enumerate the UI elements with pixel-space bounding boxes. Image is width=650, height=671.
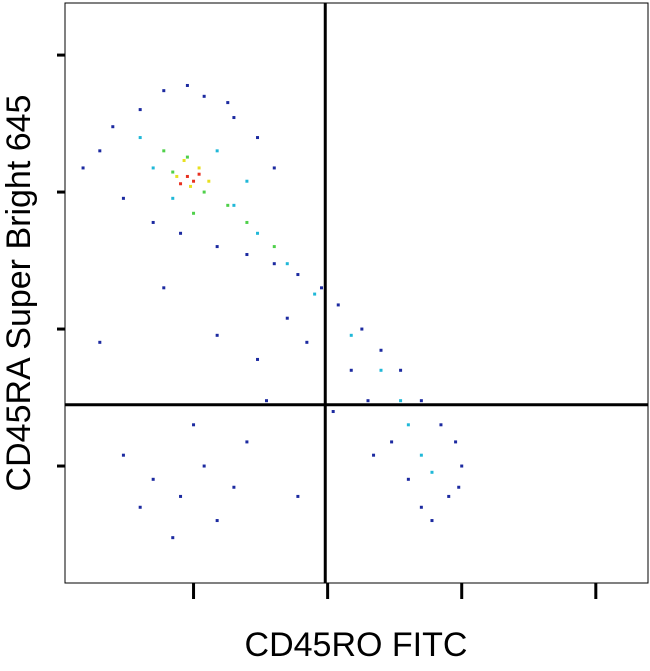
point	[192, 423, 196, 427]
point	[399, 368, 403, 372]
point	[349, 368, 353, 372]
point	[226, 203, 230, 207]
point	[185, 83, 189, 87]
point	[192, 211, 196, 215]
point	[138, 136, 142, 140]
point	[366, 399, 370, 403]
point	[151, 220, 155, 224]
point	[185, 155, 189, 159]
point	[185, 174, 189, 178]
point	[171, 170, 175, 174]
x-axis-title: CD45RO FITC	[245, 626, 468, 664]
point	[331, 410, 335, 414]
point	[179, 231, 183, 235]
point	[171, 196, 175, 200]
point	[399, 399, 403, 403]
point	[215, 519, 219, 523]
point	[179, 494, 183, 498]
point	[245, 253, 249, 257]
point	[454, 440, 458, 444]
point	[447, 494, 451, 498]
point	[336, 303, 340, 307]
point	[245, 440, 249, 444]
point	[162, 89, 166, 93]
point	[439, 423, 443, 427]
point	[98, 149, 102, 153]
point	[207, 179, 211, 183]
point	[379, 348, 383, 352]
plot-frame	[64, 2, 649, 584]
point	[98, 340, 102, 344]
point	[232, 485, 236, 489]
point	[313, 292, 317, 296]
point	[215, 149, 219, 153]
point	[121, 453, 125, 457]
point	[232, 116, 236, 120]
y-axis-title: CD45RA Super Bright 645	[0, 95, 38, 492]
point	[189, 184, 193, 188]
point	[296, 494, 300, 498]
point	[81, 166, 85, 170]
point	[226, 101, 230, 105]
point	[419, 399, 423, 403]
point	[272, 166, 276, 170]
point	[202, 190, 206, 194]
point	[460, 464, 464, 468]
point	[121, 196, 125, 200]
point	[379, 368, 383, 372]
point	[182, 158, 186, 162]
point	[349, 333, 353, 337]
point	[175, 174, 179, 178]
point	[430, 519, 434, 523]
point	[245, 220, 249, 224]
point	[171, 536, 175, 540]
point	[285, 262, 289, 266]
point	[162, 286, 166, 290]
point	[272, 262, 276, 266]
point	[390, 440, 394, 444]
point	[197, 166, 201, 170]
point	[202, 464, 206, 468]
point	[215, 245, 219, 249]
point	[232, 203, 236, 207]
point	[457, 485, 461, 489]
point	[430, 470, 434, 474]
point	[162, 149, 166, 153]
point	[197, 172, 201, 176]
point	[372, 453, 376, 457]
point	[256, 136, 260, 140]
point	[285, 316, 289, 320]
point	[256, 231, 260, 235]
point	[319, 286, 323, 290]
point	[419, 453, 423, 457]
point	[419, 505, 423, 509]
point	[406, 423, 410, 427]
point	[215, 333, 219, 337]
point	[272, 245, 276, 249]
point	[305, 340, 309, 344]
point	[360, 327, 364, 331]
point	[192, 179, 196, 183]
point	[138, 505, 142, 509]
point	[138, 108, 142, 112]
point	[179, 182, 183, 186]
point	[111, 125, 115, 129]
point	[406, 477, 410, 481]
point	[264, 399, 268, 403]
point	[245, 179, 249, 183]
point	[296, 273, 300, 277]
point	[151, 166, 155, 170]
point	[202, 94, 206, 98]
point	[151, 477, 155, 481]
point	[256, 357, 260, 361]
